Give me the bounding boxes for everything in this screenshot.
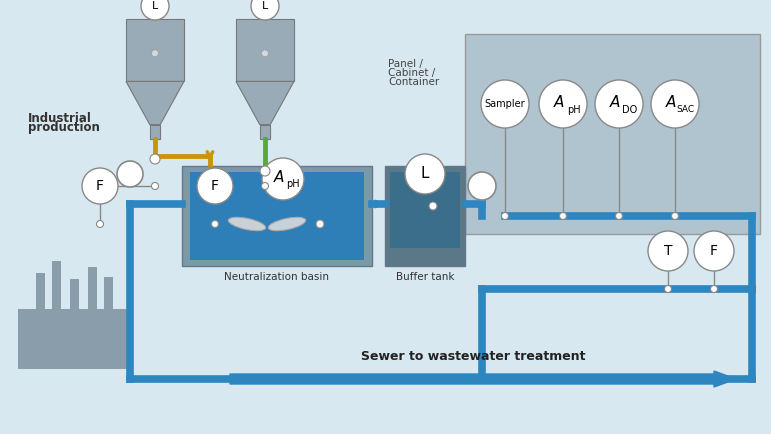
- Bar: [18, 309, 128, 369]
- Bar: [150, 125, 160, 139]
- Bar: [52, 261, 61, 309]
- Circle shape: [151, 183, 159, 190]
- Circle shape: [141, 0, 169, 20]
- Circle shape: [501, 213, 509, 220]
- Text: F: F: [96, 179, 104, 193]
- Text: L: L: [152, 1, 158, 11]
- Bar: [385, 166, 465, 266]
- Bar: [36, 273, 45, 309]
- Circle shape: [117, 161, 143, 187]
- Text: Base: Base: [268, 39, 294, 49]
- Text: Acid: Acid: [158, 39, 180, 49]
- Bar: [190, 172, 364, 260]
- Text: Sampler: Sampler: [485, 99, 525, 109]
- Text: A: A: [665, 95, 676, 110]
- Bar: [88, 267, 97, 309]
- Bar: [126, 19, 184, 82]
- Text: F: F: [710, 244, 718, 258]
- Bar: [390, 172, 460, 248]
- Text: A: A: [274, 171, 284, 185]
- Text: Cabinet /: Cabinet /: [388, 68, 436, 78]
- Circle shape: [560, 213, 567, 220]
- Text: A: A: [610, 95, 620, 110]
- Circle shape: [711, 286, 718, 293]
- Ellipse shape: [228, 217, 266, 231]
- Bar: [70, 279, 79, 309]
- Ellipse shape: [268, 217, 305, 231]
- Circle shape: [648, 231, 688, 271]
- Polygon shape: [236, 82, 294, 125]
- Circle shape: [150, 154, 160, 164]
- FancyArrow shape: [230, 371, 736, 387]
- Text: pH: pH: [567, 105, 581, 115]
- Text: Industrial: Industrial: [28, 112, 92, 125]
- Circle shape: [261, 50, 268, 57]
- Text: tank: tank: [268, 47, 291, 57]
- Text: Buffer tank: Buffer tank: [396, 272, 454, 282]
- Text: Container: Container: [388, 77, 439, 87]
- Circle shape: [539, 80, 587, 128]
- Circle shape: [260, 166, 270, 176]
- Polygon shape: [126, 82, 184, 125]
- Circle shape: [481, 80, 529, 128]
- Circle shape: [251, 0, 279, 20]
- Circle shape: [651, 80, 699, 128]
- Text: Sewer to wastewater treatment: Sewer to wastewater treatment: [361, 350, 585, 363]
- Circle shape: [96, 220, 103, 227]
- Text: Neutralization basin: Neutralization basin: [224, 272, 329, 282]
- Circle shape: [197, 168, 233, 204]
- Circle shape: [429, 202, 437, 210]
- Bar: [260, 125, 270, 139]
- Bar: [182, 166, 372, 266]
- Circle shape: [82, 168, 118, 204]
- Circle shape: [694, 231, 734, 271]
- Text: Panel /: Panel /: [388, 59, 423, 69]
- Text: production: production: [28, 122, 100, 135]
- Circle shape: [151, 50, 159, 57]
- Bar: [236, 19, 294, 82]
- Circle shape: [672, 213, 678, 220]
- Circle shape: [665, 286, 672, 293]
- Text: A: A: [554, 95, 564, 110]
- Circle shape: [261, 183, 268, 190]
- Circle shape: [405, 154, 445, 194]
- Text: L: L: [262, 1, 268, 11]
- Circle shape: [211, 220, 218, 227]
- Text: tank: tank: [158, 47, 181, 57]
- Text: pH: pH: [285, 179, 299, 189]
- Bar: [104, 277, 113, 309]
- Circle shape: [316, 220, 324, 228]
- Circle shape: [615, 213, 622, 220]
- Bar: [465, 34, 760, 234]
- Circle shape: [468, 172, 496, 200]
- Text: L: L: [421, 167, 429, 181]
- Text: DO: DO: [622, 105, 638, 115]
- Text: F: F: [211, 179, 219, 193]
- Circle shape: [262, 158, 304, 200]
- Circle shape: [595, 80, 643, 128]
- Text: SAC: SAC: [677, 105, 695, 115]
- Text: T: T: [664, 244, 672, 258]
